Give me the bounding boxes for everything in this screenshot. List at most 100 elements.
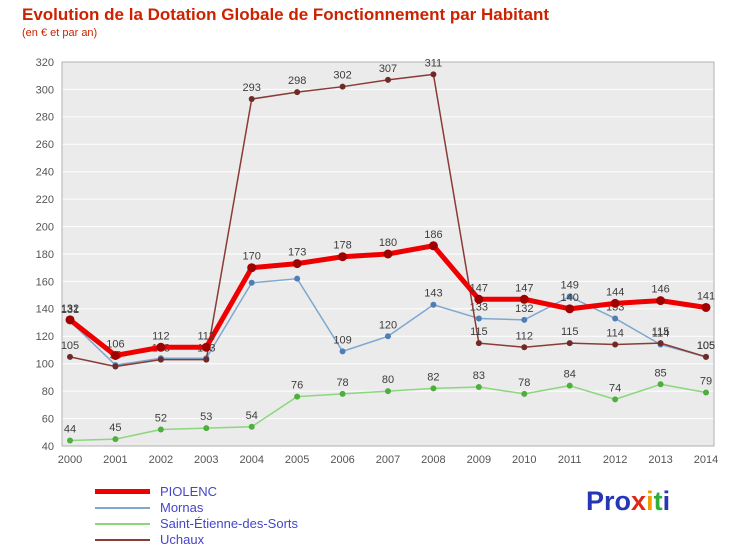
- dgf-line-chart: 40 60 80 100 120 140 160 180 200 220 240 260 280 300 3…: [0, 44, 750, 476]
- data-label: 112: [516, 330, 534, 342]
- data-label: 298: [288, 75, 306, 87]
- data-label: 178: [333, 240, 351, 252]
- data-point: [292, 259, 302, 269]
- data-point: [475, 340, 482, 347]
- data-point: [566, 293, 573, 300]
- data-label: 52: [155, 413, 167, 425]
- data-point: [521, 316, 528, 323]
- x-tick-label: 2013: [648, 454, 672, 466]
- data-point: [248, 96, 255, 103]
- x-tick-label: 2003: [194, 454, 218, 466]
- data-point: [703, 353, 709, 360]
- data-point: [248, 279, 255, 286]
- x-tick-label: 2001: [103, 454, 127, 466]
- x-tick-label: 2006: [330, 454, 354, 466]
- data-label: 84: [564, 369, 576, 381]
- data-point: [474, 294, 484, 304]
- data-point: [339, 83, 346, 90]
- data-point: [521, 344, 528, 351]
- legend-item-mornas: Mornas: [95, 500, 298, 515]
- data-label: 54: [246, 410, 258, 422]
- data-label: 78: [518, 377, 530, 389]
- legend-item-uchaux: Uchaux: [95, 532, 298, 547]
- proxiti-logo: Proxiti: [586, 486, 670, 517]
- data-point: [203, 425, 210, 432]
- logo-letter: i: [646, 486, 654, 516]
- logo-letter: r: [604, 486, 615, 516]
- data-point: [612, 396, 619, 403]
- data-label: 132: [61, 303, 79, 315]
- data-point: [566, 382, 573, 389]
- x-tick-label: 2011: [558, 454, 582, 466]
- data-point: [65, 315, 75, 325]
- data-point: [521, 390, 528, 397]
- x-tick-label: 2005: [285, 454, 309, 466]
- x-tick-label: 2008: [421, 454, 445, 466]
- data-point: [612, 341, 619, 348]
- data-point: [338, 252, 348, 262]
- data-label: 112: [152, 330, 170, 342]
- data-label: 147: [515, 282, 533, 294]
- x-tick-label: 2012: [603, 454, 627, 466]
- x-tick-label: 2002: [149, 454, 173, 466]
- data-label: 112: [198, 330, 216, 342]
- data-point: [565, 304, 575, 314]
- x-tick-label: 2009: [467, 454, 491, 466]
- logo-letter: P: [586, 486, 605, 516]
- data-label: 131: [61, 304, 79, 316]
- data-point: [657, 381, 664, 388]
- data-point: [157, 356, 164, 363]
- data-label: 293: [243, 82, 261, 94]
- data-label: 311: [425, 57, 443, 69]
- data-point: [203, 356, 210, 363]
- data-point: [385, 333, 391, 340]
- x-tick-label: 2000: [58, 454, 82, 466]
- y-tick-label: 100: [36, 359, 54, 371]
- data-label: 307: [379, 63, 397, 75]
- data-point: [294, 393, 301, 400]
- legend-item-saint-etienne: Saint-Étienne-des-Sorts: [95, 516, 298, 531]
- data-label: 80: [382, 374, 394, 386]
- data-point: [112, 363, 119, 370]
- data-label: 114: [606, 328, 624, 340]
- data-label: 115: [470, 326, 488, 338]
- y-tick-label: 220: [36, 194, 54, 206]
- data-point: [201, 342, 211, 352]
- legend-item-piolenc: PIOLENC: [95, 484, 298, 499]
- data-label: 120: [379, 319, 397, 331]
- data-point: [385, 388, 391, 395]
- x-tick-label: 2014: [694, 454, 718, 466]
- data-label: 302: [333, 70, 351, 82]
- chart-subtitle: (en € et par an): [22, 27, 98, 39]
- data-point: [519, 294, 529, 304]
- data-point: [157, 426, 164, 433]
- data-point: [656, 296, 666, 306]
- data-point: [428, 241, 438, 251]
- data-label: 173: [288, 247, 306, 259]
- logo-letter: o: [614, 486, 632, 516]
- dgf-chart-svg: 40 60 80 100 120 140 160 180 200 220 240 260 280 300 3…: [36, 57, 719, 466]
- y-tick-label: 300: [36, 84, 54, 96]
- data-label: 105: [697, 340, 715, 352]
- y-tick-label: 280: [36, 112, 54, 124]
- legend-swatch-mornas: [95, 506, 150, 509]
- data-label: 141: [697, 290, 715, 302]
- data-label: 180: [379, 237, 397, 249]
- y-tick-label: 240: [36, 167, 54, 179]
- data-label: 140: [561, 292, 579, 304]
- legend-label-mornas: Mornas: [160, 500, 204, 515]
- data-point: [110, 350, 120, 360]
- data-label: 170: [243, 251, 261, 263]
- y-tick-label: 80: [42, 386, 54, 398]
- data-point: [294, 275, 301, 282]
- y-tick-label: 160: [36, 276, 54, 288]
- legend-label-piolenc: PIOLENC: [160, 484, 218, 499]
- data-label: 82: [427, 371, 439, 383]
- data-label: 133: [470, 301, 488, 313]
- data-label: 109: [333, 334, 351, 346]
- data-point: [294, 89, 301, 96]
- logo-letter: i: [662, 486, 671, 516]
- data-label: 83: [473, 370, 485, 382]
- data-point: [112, 436, 119, 443]
- data-label: 186: [424, 229, 442, 241]
